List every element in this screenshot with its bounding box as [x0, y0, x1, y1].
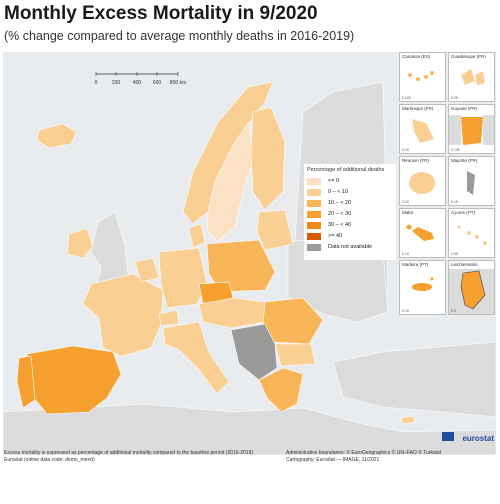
scale-label: 400 — [133, 80, 142, 86]
inset-scale: 0 15 — [451, 200, 458, 204]
inset-shape — [408, 71, 434, 81]
inset-scale: 0 100 — [451, 148, 460, 152]
region-iceland — [36, 123, 78, 149]
inset-label: Martinique (FR) — [402, 106, 434, 111]
inset-scale: 0 100 — [402, 96, 411, 100]
region-finland — [250, 106, 286, 211]
inset-guyane: Guyane (FR) 0 100 — [448, 104, 495, 154]
inset-madeira: Madeira (PT) 0 20 — [399, 260, 446, 315]
scale-label: 600 — [153, 80, 162, 86]
region-central — [198, 297, 266, 329]
legend-label: <= 0 — [328, 178, 340, 184]
inset-shape — [409, 172, 435, 194]
inset-shape — [449, 115, 494, 145]
inset-shape — [412, 119, 434, 143]
inset-label: Guadeloupe (FR) — [451, 54, 486, 59]
inset-mayotte: Mayotte (FR) 0 15 — [448, 156, 495, 206]
region-bulgaria — [274, 343, 316, 367]
inset-scale: 0 20 — [402, 200, 409, 204]
land-turkey — [332, 341, 496, 418]
inset-scale: 0 20 — [402, 148, 409, 152]
inset-acores: Açores (PT) 0 50 — [448, 208, 495, 258]
scale-label: 0 — [95, 80, 98, 86]
map-title: Monthly Excess Mortality in 9/2020 — [4, 3, 318, 24]
inset-martinique: Martinique (FR) 0 20 — [399, 104, 446, 154]
region-greece — [258, 367, 304, 413]
region-france — [82, 273, 164, 357]
region-ireland — [66, 227, 94, 259]
region-denmark — [188, 223, 206, 249]
legend-label: 10 – < 20 — [328, 200, 352, 206]
region-norway — [182, 81, 274, 225]
inset-shape — [467, 171, 475, 195]
footer-cartography: Cartography: Eurostat — IMAGE, 11/2021 — [286, 457, 380, 463]
region-baltics — [256, 209, 294, 251]
legend-label: 30 – < 40 — [328, 222, 352, 228]
region-portugal — [16, 355, 36, 409]
legend-label: >= 40 — [328, 233, 343, 239]
inset-shape — [449, 269, 494, 314]
inset-scale: 0 20 — [402, 309, 409, 313]
inset-label: Guyane (FR) — [451, 106, 478, 111]
inset-label: Mayotte (FR) — [451, 158, 478, 163]
inset-reunion: Réunion (FR) 0 20 — [399, 156, 446, 206]
region-germany — [158, 247, 208, 309]
scale-label: 200 — [112, 80, 121, 86]
inset-malta: Malta 0 10 — [399, 208, 446, 258]
inset-shape — [406, 224, 434, 241]
inset-canarias: Canarias (ES) 0 100 — [399, 52, 446, 102]
inset-label: Canarias (ES) — [402, 54, 431, 59]
inset-label: Açores (PT) — [451, 210, 476, 215]
legend-title: Percentage of additional deaths — [307, 167, 385, 173]
legend-swatch — [307, 178, 321, 185]
legend-swatch — [307, 244, 321, 251]
legend-label: 0 – < 10 — [328, 189, 349, 195]
region-benelux — [134, 257, 160, 283]
land-north-africa — [3, 403, 496, 455]
region-poland — [206, 239, 276, 293]
region-czechia — [198, 281, 234, 305]
footer-source: Eurostat (online data code: demo_mexrt) — [4, 457, 95, 463]
legend-swatch — [307, 211, 321, 218]
footer-boundaries: Administrative boundaries: © EuroGeograp… — [286, 450, 442, 456]
region-cyprus — [400, 415, 416, 425]
inset-shape — [412, 277, 434, 291]
inset-scale: 0 50 — [451, 252, 458, 256]
inset-shape — [457, 225, 487, 245]
inset-scale: 0 5 — [451, 309, 456, 313]
region-spain — [26, 345, 122, 415]
legend-label: Data not available — [328, 244, 373, 250]
legend-swatch — [307, 222, 321, 229]
scale-label: 800 km — [170, 80, 186, 86]
region-switzerland — [158, 309, 180, 327]
eurostat-logo: eurostat — [462, 434, 494, 443]
inset-liechtenstein: Liechtenstein 0 5 — [448, 260, 495, 315]
region-italy — [162, 321, 230, 395]
map-subtitle: (% change compared to average monthly de… — [4, 29, 355, 43]
inset-label: Madeira (PT) — [402, 262, 429, 267]
inset-guadeloupe: Guadeloupe (FR) 0 25 — [448, 52, 495, 102]
eu-flag-icon — [442, 432, 454, 441]
region-western-balkans — [230, 323, 278, 381]
inset-scale: 0 10 — [402, 252, 409, 256]
inset-shape — [461, 69, 485, 85]
inset-label: Liechtenstein — [451, 262, 478, 267]
region-sweden — [206, 121, 254, 243]
inset-scale: 0 25 — [451, 96, 458, 100]
inset-label: Réunion (FR) — [402, 158, 430, 163]
legend-swatch — [307, 233, 321, 240]
inset-label: Malta — [402, 210, 414, 215]
legend: Percentage of additional deaths <= 0 0 –… — [304, 164, 396, 260]
map-canvas: 0 200 400 600 800 km Percentage of addit… — [3, 52, 496, 455]
legend-swatch — [307, 189, 321, 196]
legend-label: 20 – < 30 — [328, 211, 352, 217]
footer-note: Excess mortality is expressed as percent… — [4, 450, 254, 456]
legend-swatch — [307, 200, 321, 207]
scale-bar: 0 200 400 600 800 km — [95, 72, 186, 86]
